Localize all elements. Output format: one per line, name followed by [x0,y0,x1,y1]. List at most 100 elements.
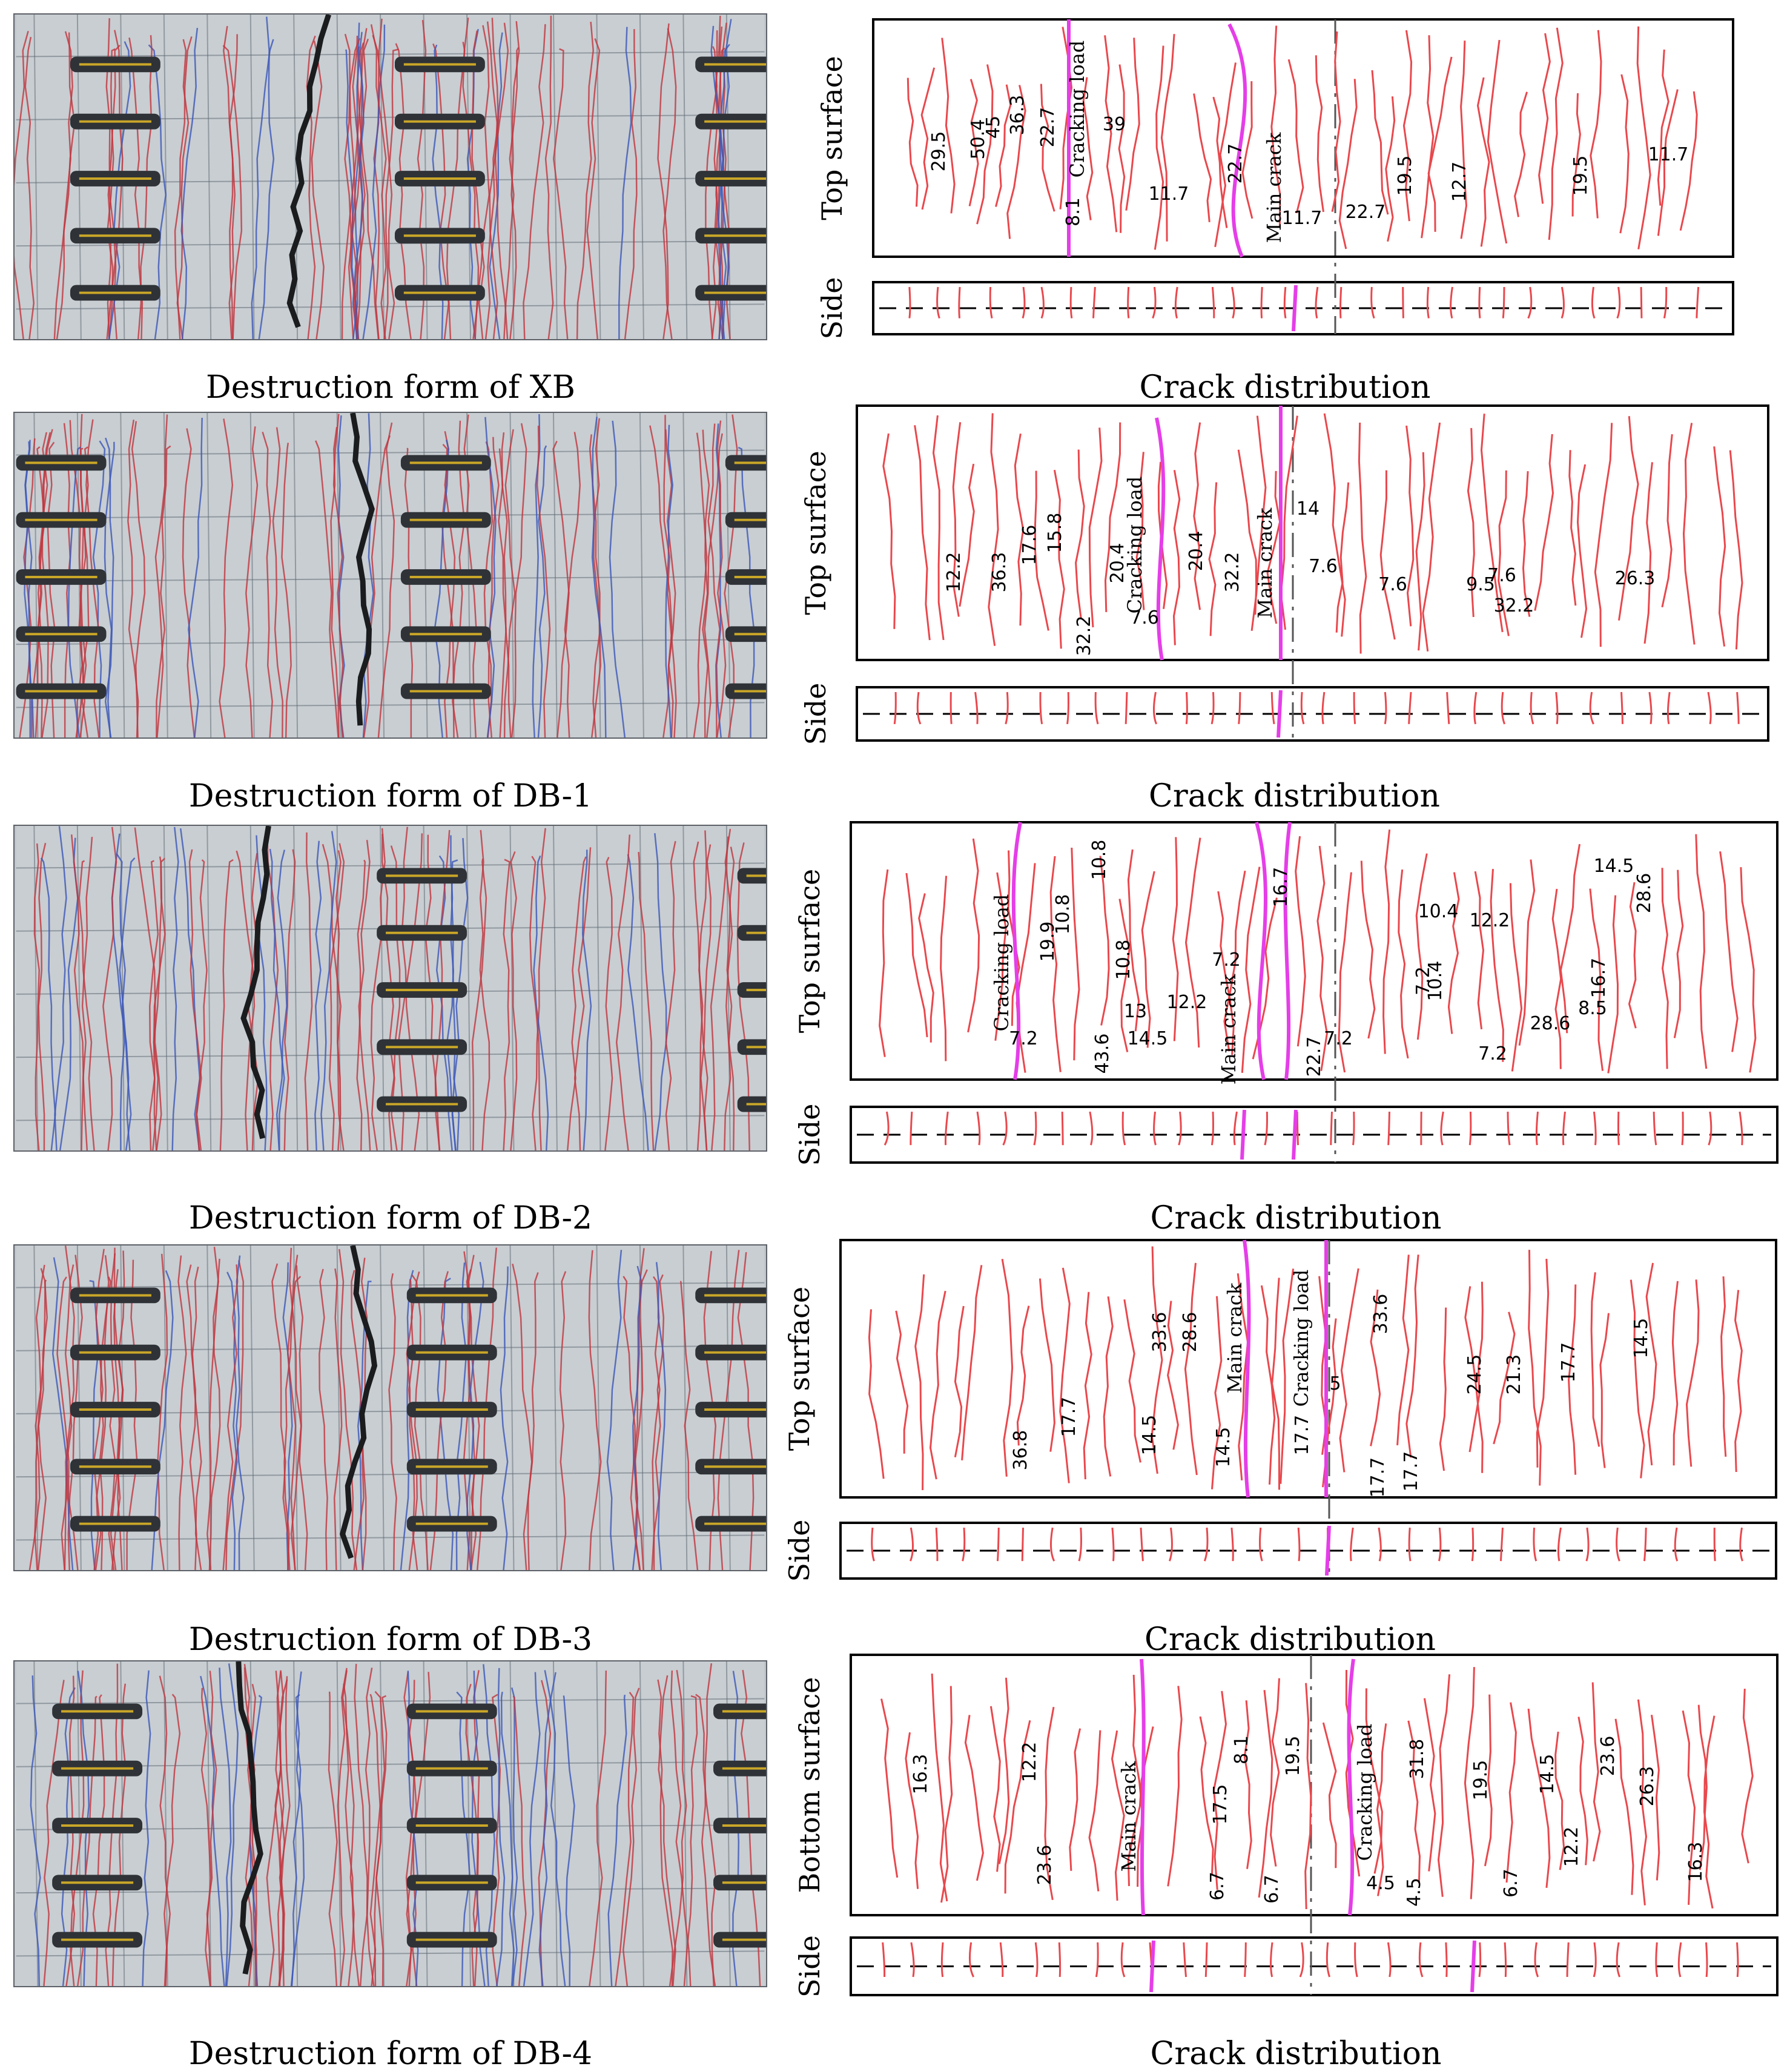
side-crack-line [937,287,940,318]
side-crack-line [1594,1112,1596,1145]
load-value: 29.5 [928,131,949,172]
side-crack-line [1234,1112,1237,1145]
side-crack-line [1023,287,1025,318]
load-value: 19.9 [1037,922,1058,962]
crack-line [941,876,946,1061]
load-value: 45 [983,116,1004,139]
load-value: 36.3 [989,552,1010,593]
crack-line [1428,57,1451,232]
load-value: 13 [1124,1001,1147,1022]
side-main-crack-line [1151,1941,1154,1992]
side-main-crack-line [1278,690,1281,737]
side-crack-line [1740,1112,1742,1145]
crack-line [991,1706,1000,1872]
crack-line [1386,96,1395,242]
side-crack-line [1641,287,1642,318]
side-crack-line [1664,287,1666,318]
crack-line [1658,90,1677,236]
load-value: 10.8 [1052,894,1074,935]
crack-line [1491,869,1503,1062]
crack-line [1399,869,1408,1058]
crack-line [1680,91,1697,231]
load-value: 10.4 [1418,901,1459,922]
side-crack-line [1446,1942,1447,1977]
crack-line [1537,1259,1548,1468]
crack-line [1017,863,1035,1073]
load-value: 24.5 [1464,1354,1485,1395]
crack-line [1553,889,1561,1069]
side-crack-line [1372,287,1375,318]
load-value: 16.7 [1588,958,1610,998]
crack-line [1318,846,1327,1071]
crack-line [955,1306,963,1457]
crack-line [1384,830,1390,1054]
side-crack-line [1562,287,1564,318]
crack-line [1398,1255,1409,1445]
side-crack-line [1022,1528,1023,1561]
crack-line [1529,1250,1541,1485]
side-crack-line [1427,287,1428,318]
crack-line [1089,1731,1100,1892]
crack-line [1515,92,1527,217]
crack-line [1238,450,1256,615]
side-crack-line [1502,692,1504,724]
side-crack-line [936,1528,937,1561]
crack-line [1218,891,1234,1055]
side-label: Side [783,1520,816,1582]
crack-line [1475,871,1483,1029]
crack-line [1212,1296,1221,1490]
load-value: 33.6 [1370,1294,1392,1335]
crack-line [1060,1268,1070,1483]
load-value: 39 [1103,114,1126,135]
crack-line [1125,1299,1141,1462]
load-value: 12.2 [1019,1742,1040,1783]
crack-line [1242,867,1260,1073]
side-crack-line [1740,1528,1743,1561]
side-crack-line [1622,692,1623,724]
crack-line [1631,1280,1644,1479]
load-value: 6.7 [1261,1875,1283,1904]
side-crack-line [1184,1942,1186,1977]
crack-line [1423,423,1440,652]
slab-surface [15,413,766,737]
cracking-load-label: Cracking load [1290,1270,1313,1407]
side-outline [857,687,1768,741]
photo-caption: Destruction form of XB [206,369,575,406]
crack-line [1482,414,1503,632]
crack-line [1252,416,1266,631]
load-value: 9.5 [1466,574,1495,595]
side-crack-line [1153,287,1155,318]
crack-line [1200,1717,1213,1876]
crack-line [1185,1263,1197,1475]
side-crack-line [959,287,960,318]
side-crack-line [1508,1112,1510,1145]
crack-line [880,869,888,1057]
crack-line [1272,1278,1280,1490]
crack-line [1324,414,1345,637]
crack-line [1407,1255,1418,1457]
crack-line [1002,1259,1012,1476]
crack-line [1289,59,1303,213]
side-crack-line [1096,1942,1098,1977]
specimen-photo-db-4 [13,1660,767,1987]
side-crack-line [1232,1528,1233,1561]
crack-line [969,79,978,206]
load-value: 14.5 [1631,1318,1652,1359]
crack-line [1137,452,1144,610]
side-crack-line [1470,1112,1471,1145]
crack-line [1549,28,1562,240]
side-crack-line [1154,1112,1156,1145]
crack-line [869,1309,883,1479]
side-crack-line [1475,692,1476,724]
crack-line [1722,1276,1726,1457]
crack-line [1161,34,1174,242]
face-label: Top surface [816,56,848,220]
crack-line [1272,25,1280,227]
crack-line [1259,1690,1272,1898]
side-crack-line [1385,692,1386,724]
side-crack-line [1212,287,1214,318]
load-value: 12.2 [1561,1827,1582,1867]
face-label: Top surface [783,1287,816,1451]
crack-line [1662,434,1672,607]
load-value: 11.7 [1149,183,1189,205]
